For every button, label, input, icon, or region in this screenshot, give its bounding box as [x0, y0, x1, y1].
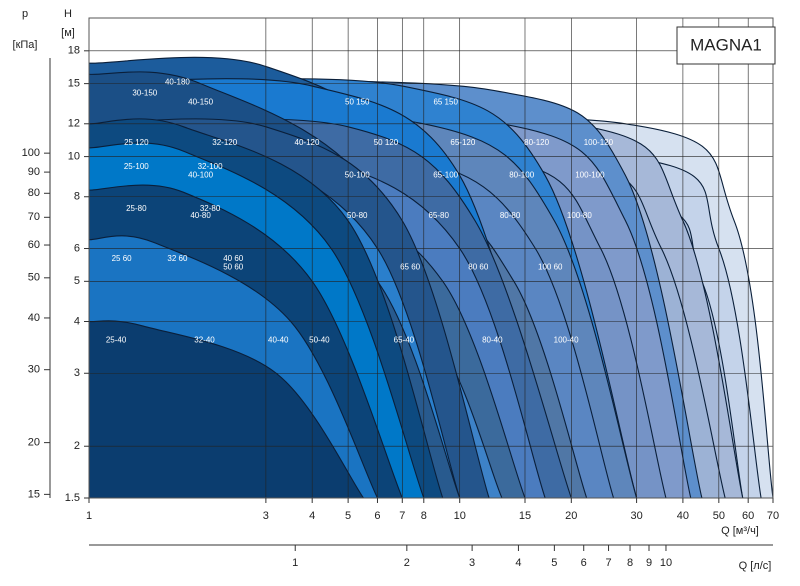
y-tick-label: 12 — [68, 118, 80, 130]
y2-tick-label: 20 — [28, 437, 40, 449]
curve-label: 65-40 — [394, 336, 415, 345]
curve-label: 32 60 — [167, 254, 188, 263]
y2-tick-label: 30 — [28, 364, 40, 376]
curve-label: 25 120 — [124, 138, 149, 147]
y-tick-label: 2 — [74, 440, 80, 452]
x-tick-label: 60 — [742, 510, 754, 522]
y-tick-label: 5 — [74, 275, 80, 287]
curve-label: 40-120 — [295, 138, 320, 147]
x2-tick-label: 4 — [515, 557, 521, 569]
x2-tick-label: 3 — [469, 557, 475, 569]
curve-label: 65-120 — [450, 138, 475, 147]
curve-label: 40-80 — [190, 211, 211, 220]
y2-unit: [кПа] — [13, 39, 38, 51]
curve-label: 40-100 — [188, 171, 213, 180]
x2-tick-label: 8 — [627, 557, 633, 569]
x-tick-label: 10 — [454, 510, 466, 522]
x2-tick-label: 7 — [605, 557, 611, 569]
y2-tick-label: 15 — [28, 488, 40, 500]
curve-label: 40 60 — [223, 254, 244, 263]
curve-label: 40-150 — [188, 98, 213, 107]
curve-label: 32-40 — [194, 336, 215, 345]
curve-label: 80-80 — [500, 211, 521, 220]
curve-label: 65 60 — [400, 263, 421, 272]
y-tick-label: 15 — [68, 78, 80, 90]
curve-labels: 100-120 100-100 100-80 100 60 100-40 80-120 80… — [106, 77, 614, 344]
curve-label: 32-120 — [212, 138, 237, 147]
x-tick-label: 8 — [421, 510, 427, 522]
y2-tick-label: 60 — [28, 239, 40, 251]
curve-label: 65 150 — [433, 98, 458, 107]
y2-tick-label: 50 — [28, 272, 40, 284]
y2-tick-label: 90 — [28, 166, 40, 178]
x-tick-label: 3 — [263, 510, 269, 522]
curve-label: 25-40 — [106, 336, 127, 345]
x-tick-label: 40 — [677, 510, 689, 522]
curve-label: 40-40 — [268, 336, 289, 345]
curve-label: 50 60 — [223, 263, 244, 272]
curve-label: 32-100 — [198, 162, 223, 171]
curve-label: 50 150 — [345, 98, 370, 107]
pump-curve-area — [89, 320, 365, 498]
y2-tick-label: 80 — [28, 187, 40, 199]
curve-label: 80-100 — [509, 171, 534, 180]
x-tick-label: 1 — [86, 510, 92, 522]
y2-tick-label: 100 — [22, 147, 40, 159]
plot-area — [89, 18, 773, 498]
x-tick-label: 30 — [630, 510, 642, 522]
curve-label: 80-40 — [482, 336, 503, 345]
y-tick-label: 8 — [74, 191, 80, 203]
y-label: H — [64, 8, 72, 20]
curve-label: 50-80 — [347, 211, 368, 220]
y-tick-label: 18 — [68, 45, 80, 57]
x2-tick-label: 1 — [292, 557, 298, 569]
x2-tick-label: 5 — [551, 557, 557, 569]
y2-label: p — [22, 8, 28, 20]
curve-label: 65-100 — [433, 171, 458, 180]
curve-label: 100 60 — [538, 263, 563, 272]
y-tick-label: 3 — [74, 367, 80, 379]
y-unit: [м] — [61, 27, 75, 39]
x-tick-label: 50 — [713, 510, 725, 522]
x-tick-label: 20 — [565, 510, 577, 522]
curve-label: 32-80 — [200, 204, 221, 213]
y-tick-label: 1.5 — [65, 492, 80, 504]
plot-frame — [88, 17, 774, 499]
curve-label: 50-100 — [345, 171, 370, 180]
chart-title: MAGNA1 — [690, 35, 762, 54]
curve-label: 100-40 — [554, 336, 579, 345]
curve-label: 80 60 — [468, 263, 489, 272]
y-tick-label: 10 — [68, 150, 80, 162]
curve-label: 100-100 — [575, 171, 605, 180]
x2-tick-label: 2 — [404, 557, 410, 569]
curve-label: 100-80 — [567, 211, 592, 220]
y2-tick-label: 70 — [28, 211, 40, 223]
x2-tick-label: 6 — [581, 557, 587, 569]
y2-tick-label: 40 — [28, 312, 40, 324]
x2-tick-label: 9 — [646, 557, 652, 569]
curve-label: 25-80 — [126, 204, 147, 213]
y-tick-label: 4 — [74, 315, 80, 327]
y-tick-label: 6 — [74, 242, 80, 254]
curve-label: 40-180 — [165, 77, 190, 86]
x-tick-label: 7 — [399, 510, 405, 522]
title-box — [676, 26, 776, 65]
curve-label: 30-150 — [132, 88, 157, 97]
curve-label: 65-80 — [428, 211, 449, 220]
x-tick-label: 15 — [519, 510, 531, 522]
curve-label: 100-120 — [584, 138, 614, 147]
x2-label: Q [л/с] — [739, 560, 772, 572]
curve-label: 50 120 — [374, 138, 399, 147]
curve-label: 25-100 — [124, 162, 149, 171]
x2-tick-label: 10 — [660, 557, 672, 569]
x-tick-label: 6 — [374, 510, 380, 522]
curve-label: 80-120 — [524, 138, 549, 147]
x-tick-label: 70 — [767, 510, 779, 522]
curve-label: 25 60 — [112, 254, 133, 263]
curve-label: 50-40 — [309, 336, 330, 345]
x-tick-label: 5 — [345, 510, 351, 522]
x-label: Q [м³/ч] — [721, 525, 759, 537]
x-tick-label: 4 — [309, 510, 315, 522]
